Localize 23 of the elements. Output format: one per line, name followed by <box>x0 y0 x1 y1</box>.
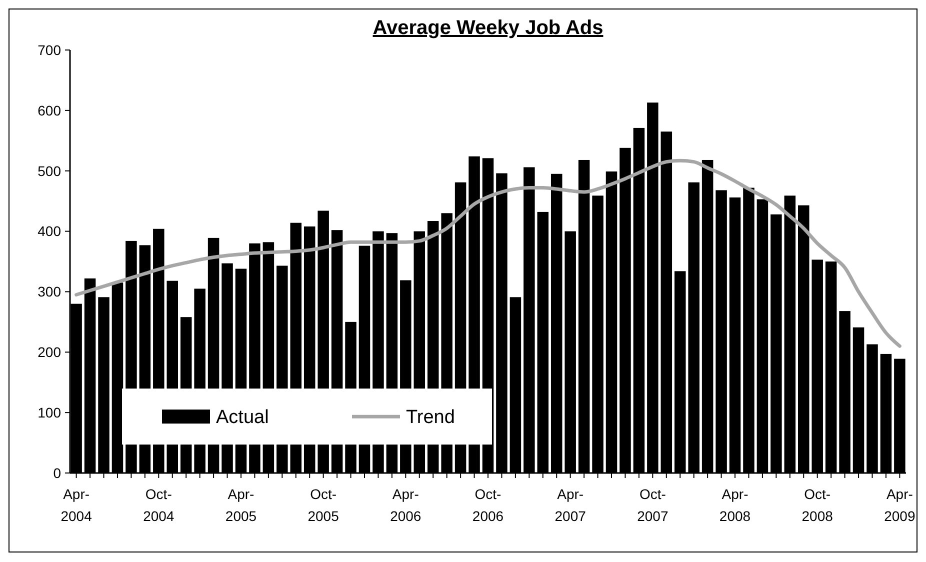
x-tick-label: Oct-2005 <box>308 486 340 524</box>
y-tick-label: 200 <box>38 344 62 360</box>
x-tick-label: Oct-2004 <box>143 486 174 524</box>
y-tick-label: 400 <box>38 223 62 240</box>
y-tick-label: 500 <box>38 162 62 179</box>
line-series <box>74 158 902 348</box>
x-tick-label: Apr-2009 <box>884 486 916 524</box>
legend-label: Actual <box>216 407 269 428</box>
y-tick-label: 700 <box>38 42 62 58</box>
x-tick-label: Oct-2008 <box>802 486 834 524</box>
x-tick-label: Oct-2006 <box>472 486 504 524</box>
x-tick-label: Apr-2006 <box>390 486 422 524</box>
y-tick-label: 100 <box>38 404 62 420</box>
y-tick-label: 0 <box>53 464 62 481</box>
legend-label: Trend <box>406 407 455 428</box>
x-tick-label: Apr-2005 <box>225 486 257 524</box>
chart-title: Average Weeky Job Ads <box>372 17 604 39</box>
x-tick-label: Apr-2004 <box>60 486 92 524</box>
x-tick-label: Oct-2007 <box>637 486 668 524</box>
y-tick-label: 600 <box>38 102 62 118</box>
x-tick-label: Apr-2007 <box>554 486 586 524</box>
y-tick-label: 300 <box>38 284 62 300</box>
x-tick-label: Apr-2008 <box>719 486 751 524</box>
